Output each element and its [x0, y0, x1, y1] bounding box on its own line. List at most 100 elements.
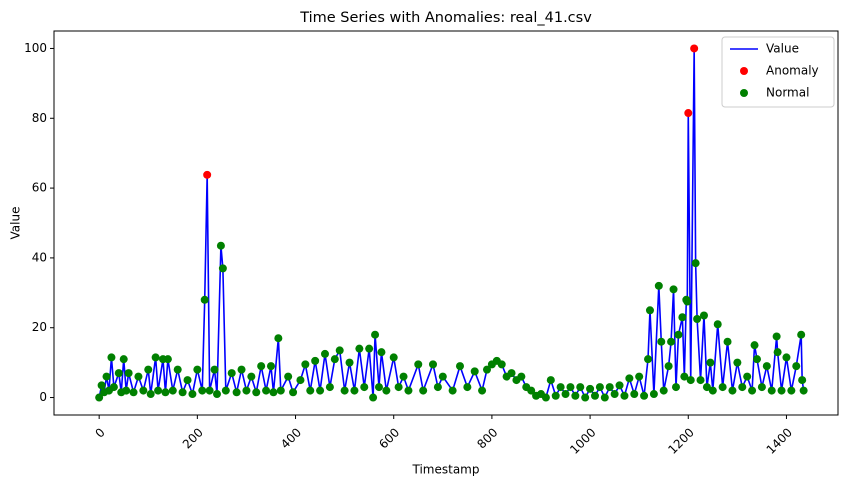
point: [374, 383, 383, 392]
point: [242, 386, 251, 395]
point: [654, 281, 663, 290]
point: [394, 383, 403, 392]
point: [276, 386, 285, 395]
point: [566, 383, 575, 392]
point: [438, 372, 447, 381]
point: [620, 391, 629, 400]
point: [482, 365, 491, 374]
y-tick-label: 80: [32, 111, 47, 125]
point: [743, 372, 752, 381]
point: [757, 383, 766, 392]
point: [161, 388, 170, 397]
point: [193, 365, 202, 374]
point: [252, 388, 261, 397]
point: [448, 386, 457, 395]
y-tick-label: 0: [39, 390, 47, 404]
point: [340, 386, 349, 395]
y-tick-label: 40: [32, 250, 47, 264]
legend-swatch: [740, 67, 748, 75]
point: [767, 386, 776, 395]
point: [257, 362, 266, 371]
point: [371, 330, 380, 339]
point: [455, 362, 464, 371]
x-tick-label: 200: [180, 425, 206, 451]
legend-swatch: [740, 89, 748, 97]
point: [680, 372, 689, 381]
point: [600, 393, 609, 402]
point: [605, 383, 614, 392]
point: [693, 315, 702, 323]
point: [377, 348, 386, 357]
point: [748, 386, 757, 395]
point: [218, 264, 227, 273]
point: [797, 330, 806, 339]
point: [237, 365, 246, 374]
point: [360, 383, 369, 392]
point: [330, 355, 339, 364]
y-axis-label: Value: [9, 207, 23, 240]
x-tick-label: 1400: [764, 425, 795, 456]
x-axis-label: Timestamp: [412, 463, 480, 477]
point: [355, 344, 364, 353]
point: [262, 386, 271, 395]
x-tick-label: 1200: [665, 425, 696, 456]
point: [232, 388, 241, 397]
point: [713, 320, 722, 329]
point: [404, 386, 413, 395]
point: [640, 391, 649, 400]
point: [269, 388, 278, 397]
point: [173, 365, 182, 374]
point: [365, 344, 374, 353]
point: [546, 376, 555, 385]
point: [772, 332, 781, 341]
point: [210, 365, 219, 374]
point: [200, 295, 209, 304]
point: [708, 386, 717, 395]
point: [750, 341, 759, 350]
point: [799, 386, 808, 395]
point: [657, 337, 666, 346]
point: [301, 360, 310, 369]
point: [97, 381, 106, 390]
x-tick-label: 600: [376, 425, 402, 451]
point: [325, 383, 334, 392]
point: [247, 372, 256, 381]
x-tick-label: 800: [474, 425, 500, 451]
point: [752, 355, 761, 364]
point: [311, 356, 320, 365]
point: [274, 334, 283, 343]
point: [723, 337, 732, 346]
point: [527, 386, 536, 395]
point: [684, 109, 693, 118]
point: [667, 337, 676, 346]
legend-label: Anomaly: [766, 64, 819, 78]
x-tick-label: 1000: [567, 425, 598, 456]
point: [762, 362, 771, 371]
point: [728, 386, 737, 395]
point: [102, 372, 111, 381]
point: [669, 285, 678, 294]
point: [463, 383, 472, 392]
point: [686, 376, 695, 385]
point: [664, 362, 673, 371]
point: [551, 391, 560, 400]
point: [109, 383, 118, 392]
point: [706, 358, 715, 367]
point: [221, 386, 230, 395]
point: [335, 346, 344, 355]
point: [114, 369, 123, 378]
point: [699, 311, 708, 320]
point: [678, 313, 687, 322]
chart-title: Time Series with Anomalies: real_41.csv: [299, 10, 592, 26]
legend-label: Normal: [766, 86, 809, 100]
x-tick-label: 0: [92, 425, 107, 440]
point: [630, 390, 639, 399]
point: [541, 393, 550, 402]
point: [738, 383, 747, 392]
point: [610, 390, 619, 399]
point: [561, 390, 570, 399]
point: [369, 393, 378, 402]
point: [645, 306, 654, 315]
point: [382, 386, 391, 395]
